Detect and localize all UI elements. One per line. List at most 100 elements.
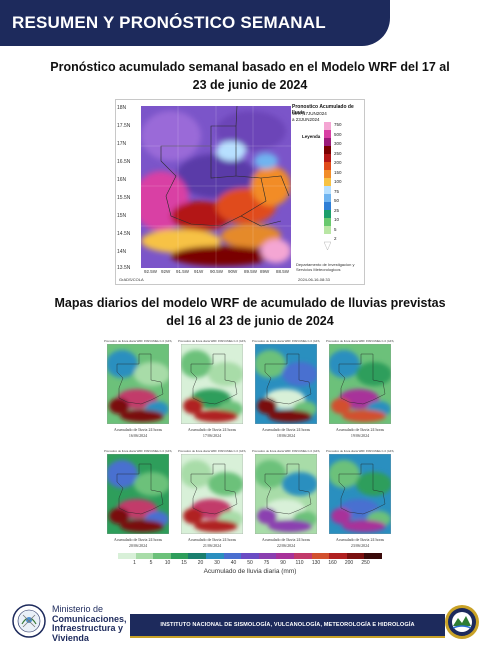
lat-tick: 15.5N — [117, 195, 131, 201]
daily-legend-title: Acumulado de lluvia diaria (mm) — [203, 568, 297, 575]
ministry-line: Infraestructura y — [52, 623, 124, 633]
legend-label: 110 — [295, 560, 304, 566]
colorbar-segment — [324, 154, 331, 163]
map-subtitle: a 23JUN2024 — [292, 117, 320, 122]
daily-map-caption: Acumulado de lluvia 24 horas — [261, 537, 311, 542]
lon-tick: 91W — [194, 269, 204, 274]
map-footer-right: 2024-06-16-08:33 — [298, 277, 330, 282]
guatemala-seal-icon — [12, 604, 46, 638]
daily-map-caption: Acumulado de lluvia 24 horas — [335, 537, 385, 542]
colorbar-segment — [324, 202, 331, 211]
colorbar-segment — [324, 170, 331, 179]
colorbar-segment — [324, 146, 331, 155]
insivumeh-logo-icon — [445, 605, 479, 639]
colorbar-segment — [324, 226, 331, 235]
colorbar-label: 250 — [334, 150, 342, 156]
colorbar-label: 500 — [334, 131, 342, 137]
header-banner: RESUMEN Y PRONÓSTICO SEMANAL — [0, 0, 390, 46]
lat-tick: 18N — [117, 105, 127, 111]
daily-map-panel: Pronostico de lluvia diaria WRF INSIVUME… — [326, 449, 394, 549]
daily-maps-grid: Pronostico de lluvia diaria WRF INSIVUME… — [104, 339, 396, 559]
lon-tick: 92.5W — [144, 269, 158, 274]
legend-label: 40 — [230, 560, 237, 566]
daily-map-panel: Pronostico de lluvia diaria WRF INSIVUME… — [178, 449, 246, 549]
legend-label: 250 — [361, 560, 370, 566]
daily-map-image — [255, 454, 317, 534]
legend-label: 15 — [181, 560, 187, 566]
legend-swatch — [223, 553, 242, 559]
legend-label: 1 — [133, 560, 136, 566]
colorbar-label: 300 — [334, 141, 342, 146]
legend-swatch — [346, 553, 365, 559]
colorbar-label: 150 — [334, 169, 342, 175]
ministry-line: Comunicaciones, — [52, 613, 127, 624]
map-footer-left: GrADS/COLA — [119, 277, 144, 282]
colorbar-segment — [324, 194, 331, 203]
legend-swatch — [135, 553, 154, 559]
daily-heading-line1: Mapas diarios del modelo WRF de acumulad… — [54, 296, 446, 310]
daily-map-image — [255, 344, 317, 424]
daily-map-image — [107, 344, 169, 424]
footer-accent-line — [130, 636, 445, 638]
colorbar-label: 100 — [334, 179, 342, 184]
daily-legend-colorbar — [118, 553, 382, 559]
colorbar-segment — [324, 186, 331, 195]
lat-tick: 16.5N — [117, 159, 131, 165]
daily-map-title: Pronostico de lluvia diaria WRF INSIVUME… — [104, 449, 172, 453]
legend-label: 5 — [149, 560, 153, 566]
map-credit: Departamento de Investigacion y Servicio… — [296, 262, 355, 272]
daily-map-date: 23/06/2024 — [350, 543, 370, 548]
daily-map-image — [329, 344, 391, 424]
daily-map-title: Pronostico de lluvia diaria WRF INSIVUME… — [178, 339, 246, 343]
legend-swatch — [293, 553, 312, 559]
colorbar-segment — [324, 138, 331, 147]
daily-map-date: 22/06/2024 — [276, 543, 296, 548]
daily-map-title: Pronostico de lluvia diaria WRF INSIVUME… — [252, 449, 320, 453]
daily-map-image — [181, 344, 243, 424]
colorbar-segment — [324, 130, 331, 139]
daily-map-date: 17/06/2024 — [202, 433, 222, 438]
colorbar-segment — [324, 210, 331, 219]
daily-map-panel: Pronostico de lluvia diaria WRF INSIVUME… — [104, 449, 172, 549]
daily-map-panel: Pronostico de lluvia diaria WRF INSIVUME… — [104, 339, 172, 439]
daily-heading: Mapas diarios del modelo WRF de acumulad… — [0, 294, 500, 330]
lon-tick: 90W — [228, 269, 238, 274]
weekly-heading-line2: 23 de junio de 2024 — [192, 78, 308, 92]
weekly-map-image — [141, 106, 291, 268]
daily-map-panel: Pronostico de lluvia diaria WRF INSIVUME… — [252, 339, 320, 439]
daily-map-title: Pronostico de lluvia diaria WRF INSIVUME… — [326, 339, 394, 343]
legend-swatch — [153, 553, 171, 559]
legend-swatch — [329, 553, 347, 559]
colorbar-segment — [324, 178, 331, 187]
daily-map-panel: Pronostico de lluvia diaria WRF INSIVUME… — [178, 339, 246, 439]
daily-map-image — [181, 454, 243, 534]
legend-swatch — [118, 553, 136, 559]
colorbar-label: 750 — [334, 122, 342, 127]
legend-swatch — [364, 553, 382, 559]
daily-legend-labels: 1 5 10 15 20 30 40 50 75 90 110 130 160 200 250 — [118, 560, 382, 568]
legend-swatch — [241, 553, 259, 559]
daily-map-date: 16/06/2024 — [128, 433, 148, 438]
legend-swatch — [205, 553, 224, 559]
colorbar-label: 2 — [334, 236, 337, 241]
colorbar-segment — [324, 218, 331, 227]
legend-swatch — [276, 553, 294, 559]
daily-map-caption: Acumulado de lluvia 24 horas — [261, 427, 311, 432]
daily-map-image — [107, 454, 169, 534]
daily-map-title: Pronostico de lluvia diaria WRF INSIVUME… — [104, 339, 172, 343]
daily-heading-line2: del 16 al 23 de junio de 2024 — [166, 314, 334, 328]
daily-map-title: Pronostico de lluvia diaria WRF INSIVUME… — [252, 339, 320, 343]
legend-swatch — [170, 553, 189, 559]
colorbar-segment — [324, 162, 331, 171]
legend-swatch — [188, 553, 206, 559]
map-subtitle: WRF,17JUN2024 — [292, 111, 327, 116]
lon-tick: 91.5W — [176, 269, 190, 274]
legend-label: 50 — [247, 560, 253, 566]
colorbar-label: 75 — [334, 188, 340, 194]
lat-tick: 14N — [117, 249, 127, 255]
lat-tick: 13.5N — [117, 265, 131, 271]
daily-map-panel: Pronostico de lluvia diaria WRF INSIVUME… — [326, 339, 394, 439]
lon-tick: 90.5W — [210, 269, 224, 274]
daily-map-image — [329, 454, 391, 534]
daily-map-caption: Acumulado de lluvia 24 horas — [335, 427, 385, 432]
